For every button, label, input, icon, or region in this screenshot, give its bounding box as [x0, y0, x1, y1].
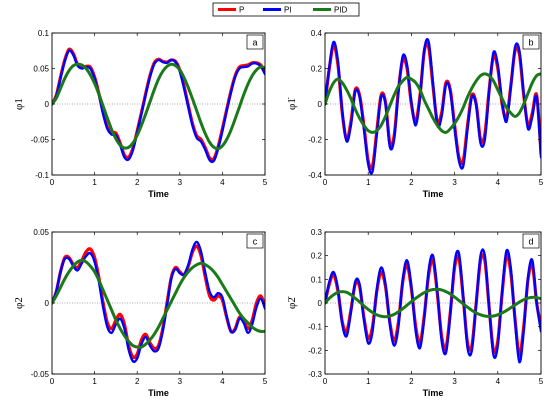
series-line-pid	[325, 72, 541, 134]
legend-box	[212, 2, 360, 17]
y-tick-label: 0	[318, 100, 323, 109]
legend-label-pid: PID	[334, 6, 348, 15]
panel-tag-box	[522, 34, 540, 50]
series-line-pid	[325, 287, 541, 319]
x-tick-label: 0	[50, 178, 55, 187]
panel-tag-box	[522, 233, 540, 249]
x-tick-label: 1	[366, 377, 371, 386]
x-axis-label: Time	[148, 388, 169, 398]
x-tick-label: 3	[178, 178, 183, 187]
legend-label-p: P	[239, 6, 244, 15]
x-tick-label: 0	[323, 178, 328, 187]
y-tick-label: -0.2	[308, 136, 322, 145]
x-tick-label: 4	[220, 377, 225, 386]
series-line-pi	[52, 49, 265, 164]
x-tick-label: 5	[263, 178, 268, 187]
x-tick-label: 0	[50, 377, 55, 386]
x-tick-label: 2	[135, 178, 140, 187]
panel-tag-label: d	[528, 237, 533, 247]
panel-d: 0 1 2 3 4 5 -0.3 -0.2 -0.1 0 0.1 0.2 0.3 Time φ2̇ d	[286, 228, 544, 398]
y-tick-label: -0.2	[308, 346, 322, 355]
x-axis-label: Time	[148, 189, 169, 199]
y-tick-label: 0.05	[33, 228, 49, 237]
panel-tag-label: b	[528, 38, 533, 48]
y-tick-label: 0	[45, 299, 50, 308]
y-axis-label: φ1	[13, 98, 25, 110]
y-tick-label: -0.1	[308, 323, 322, 332]
x-tick-label: 3	[452, 377, 457, 386]
y-axis-label: φ2̇	[286, 296, 298, 309]
y-tick-label: 0.1	[311, 275, 323, 284]
y-tick-label: 0	[45, 100, 50, 109]
y-tick-label: 0.3	[311, 228, 323, 237]
y-tick-label: -0.05	[31, 370, 50, 379]
x-tick-label: 5	[539, 178, 544, 187]
x-tick-label: 2	[409, 377, 414, 386]
series-group	[52, 47, 265, 164]
x-tick-label: 3	[178, 377, 183, 386]
legend-label-pi: PI	[284, 6, 292, 15]
y-tick-label: 0.05	[33, 65, 49, 74]
x-tick-label: 5	[539, 377, 544, 386]
panel-tag-box	[246, 34, 264, 50]
y-tick-label: 0.2	[311, 65, 323, 74]
series-line-pid	[52, 62, 265, 151]
panel-a: 0 1 2 3 4 5 -0.1 -0.05 0 0.05 0.1 Time φ1 a	[13, 29, 268, 199]
panel-tag-box	[246, 233, 264, 249]
plot-area	[52, 33, 265, 175]
y-axis-label: φ1̇	[286, 97, 298, 110]
series-line-pi	[325, 38, 541, 175]
x-tick-label: 4	[220, 178, 225, 187]
panel-b: 0 1 2 3 4 5 -0.4 -0.2 0 0.2 0.4 Time φ1̇ b	[286, 29, 544, 199]
y-tick-label: -0.05	[31, 136, 50, 145]
series-line-pi	[52, 240, 265, 363]
legend: P PI PID	[212, 2, 360, 17]
series-group	[52, 240, 265, 363]
x-tick-label: 4	[496, 377, 501, 386]
y-tick-label: 0.2	[311, 252, 323, 261]
y-tick-label: 0.4	[311, 29, 323, 38]
series-line-pi	[325, 248, 541, 364]
x-tick-label: 3	[452, 178, 457, 187]
x-tick-label: 5	[263, 377, 268, 386]
x-tick-label: 2	[409, 178, 414, 187]
x-tick-label: 2	[135, 377, 140, 386]
panel-tag-label: a	[252, 38, 257, 48]
series-group	[325, 248, 541, 364]
y-tick-label: 0	[318, 299, 323, 308]
y-tick-label: -0.4	[308, 171, 322, 180]
series-line-pid	[52, 258, 265, 349]
x-tick-label: 4	[496, 178, 501, 187]
series-group	[325, 38, 541, 175]
y-tick-label: -0.1	[35, 171, 49, 180]
y-tick-label: -0.3	[308, 370, 322, 379]
x-axis-label: Time	[423, 388, 444, 398]
x-tick-label: 1	[92, 178, 97, 187]
y-tick-label: 0.1	[38, 29, 50, 38]
x-tick-label: 1	[366, 178, 371, 187]
y-axis-label: φ2	[13, 297, 25, 309]
panel-tag-label: c	[253, 237, 258, 247]
x-tick-label: 0	[323, 377, 328, 386]
x-tick-label: 1	[92, 377, 97, 386]
x-axis-label: Time	[423, 189, 444, 199]
